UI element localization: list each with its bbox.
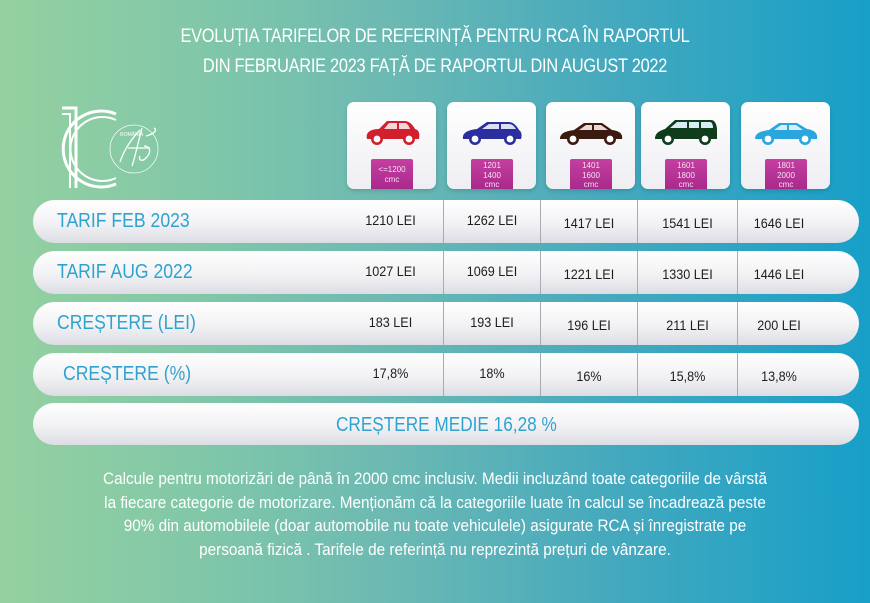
category-cc-label: 1201 1400 cmc [471, 159, 513, 189]
footnote-line-1: Calcule pentru motorizări de până în 200… [103, 469, 767, 488]
column-divider [443, 353, 444, 396]
column-divider [637, 251, 638, 294]
column-divider [637, 353, 638, 396]
category-card-3: 1401 1600 cmc [546, 102, 635, 189]
cell-value: 1027 LEI [365, 263, 416, 279]
row-crestere-lei: CREȘTERE (LEI) 183 LEI 193 LEI 196 LEI 2… [33, 302, 859, 345]
cell-value: 15,8% [669, 368, 706, 384]
car-sedan-icon [560, 123, 623, 145]
car-compact-icon [462, 122, 522, 145]
category-cc-label: 1601 1800 cmc [665, 159, 707, 189]
column-divider [443, 251, 444, 294]
cell-value: 1541 LEI [662, 215, 713, 231]
cell-value: 1221 LEI [563, 266, 615, 282]
car-hatchback-icon [366, 121, 420, 145]
footnote: Calcule pentru motorizări de până în 200… [62, 467, 809, 561]
category-card-2: 1201 1400 cmc [447, 102, 536, 189]
category-cc-label: 1401 1600 cmc [570, 159, 612, 189]
cell-value: 183 LEI [368, 314, 413, 330]
cell-value: 1646 LEI [753, 215, 805, 231]
row-tarif-aug-2022: TARIF AUG 2022 1027 LEI 1069 LEI 1221 LE… [33, 251, 859, 294]
row-label: CREȘTERE (LEI) [57, 312, 196, 334]
asf-logo-icon: ROMÂNIA [61, 106, 159, 189]
car-sedan-icon [755, 123, 818, 145]
column-divider [637, 200, 638, 243]
footnote-line-2: la fiecare categorie de motorizare. Menț… [104, 492, 766, 512]
cell-value: 196 LEI [567, 317, 611, 333]
average-increase-label: CREȘTERE MEDIE 16,28 % [335, 414, 557, 436]
row-label: TARIF FEB 2023 [57, 210, 190, 232]
average-increase-banner: CREȘTERE MEDIE 16,28 % [33, 403, 859, 445]
category-card-4: 1601 1800 cmc [641, 102, 730, 189]
cell-value: 1262 LEI [466, 212, 518, 228]
footnote-line-4: persoană fizică . Tarifele de referință … [199, 539, 671, 559]
column-divider [540, 353, 541, 396]
cell-value: 1330 LEI [662, 266, 713, 282]
category-card-1: <=1200 cmc [347, 102, 436, 189]
column-divider [737, 251, 738, 294]
cell-value: 1210 LEI [365, 212, 416, 228]
cell-value: 211 LEI [666, 317, 709, 333]
cell-value: 1417 LEI [563, 215, 615, 231]
column-divider [540, 251, 541, 294]
cell-value: 16% [576, 368, 602, 384]
title-line-1: EVOLUȚIA TARIFELOR DE REFERINȚĂ PENTRU R… [180, 26, 690, 47]
cell-value: 1069 LEI [466, 263, 518, 279]
page-title: EVOLUȚIA TARIFELOR DE REFERINȚĂ PENTRU R… [61, 22, 809, 82]
column-divider [443, 200, 444, 243]
cell-value: 193 LEI [470, 314, 514, 330]
category-cc-label: 1801 2000 cmc [765, 159, 807, 189]
footnote-line-3: 90% din automobilele (doar automobile nu… [123, 516, 747, 535]
row-label: CREȘTERE (%) [63, 363, 192, 385]
column-divider [443, 302, 444, 345]
cell-value: 13,8% [761, 368, 797, 384]
cell-value: 200 LEI [757, 317, 801, 333]
asf-10-years-logo: ROMÂNIA [58, 100, 208, 192]
column-divider [737, 353, 738, 396]
cell-value: 17,8% [372, 365, 409, 381]
row-tarif-feb-2023: TARIF FEB 2023 1210 LEI 1262 LEI 1417 LE… [33, 200, 859, 243]
title-line-2: DIN FEBRUARIE 2023 FAȚĂ DE RAPORTUL DIN … [202, 56, 668, 77]
column-divider [737, 302, 738, 345]
column-divider [637, 302, 638, 345]
svg-text:ROMÂNIA: ROMÂNIA [120, 131, 144, 138]
column-divider [540, 200, 541, 243]
row-label: TARIF AUG 2022 [57, 261, 193, 283]
cell-value: 18% [479, 365, 505, 381]
column-divider [540, 302, 541, 345]
category-cc-label: <=1200 cmc [371, 159, 413, 189]
row-crestere-procent: CREȘTERE (%) 17,8% 18% 16% 15,8% 13,8% [33, 353, 859, 396]
column-divider [737, 200, 738, 243]
car-minivan-icon [655, 120, 717, 145]
cell-value: 1446 LEI [753, 266, 805, 282]
category-card-5: 1801 2000 cmc [741, 102, 830, 189]
